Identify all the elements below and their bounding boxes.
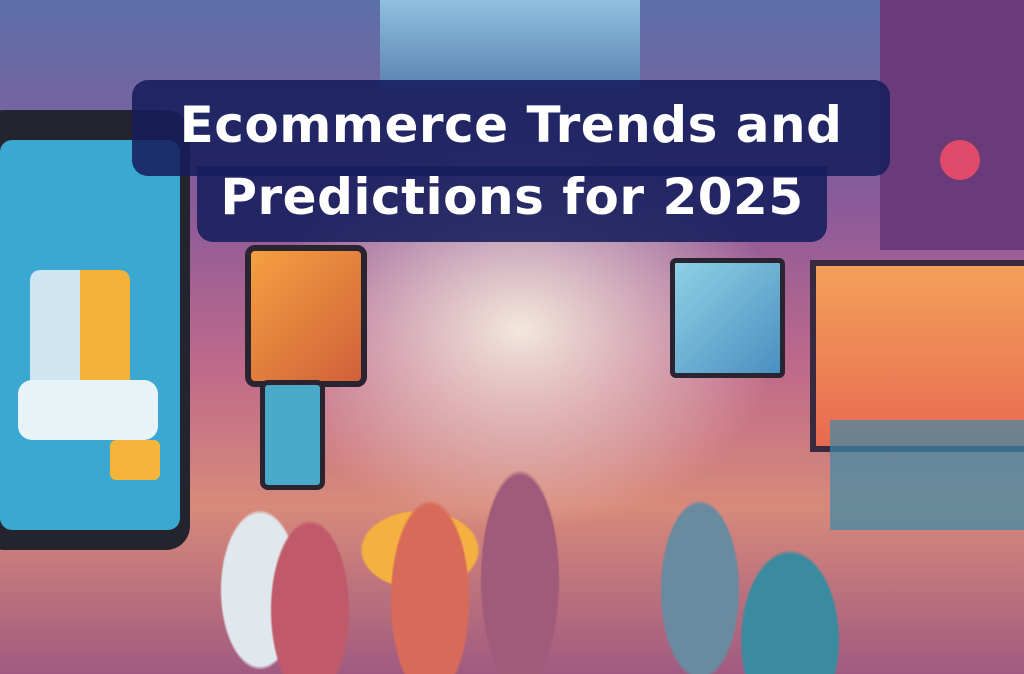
hero-title-line-1: Ecommerce Trends and bbox=[179, 96, 843, 154]
crowd-illustration bbox=[0, 470, 1024, 674]
app-bar-illustration bbox=[18, 380, 158, 440]
sign-illustration bbox=[940, 140, 980, 180]
title-box-top bbox=[132, 80, 890, 176]
hero-title-line-2: Predictions for 2025 bbox=[220, 168, 804, 226]
blue-screen-illustration bbox=[670, 258, 785, 378]
right-building-illustration bbox=[880, 0, 1024, 250]
title-box-bottom bbox=[197, 166, 827, 242]
skyline-illustration bbox=[380, 0, 640, 90]
orange-screen-illustration bbox=[245, 245, 367, 387]
